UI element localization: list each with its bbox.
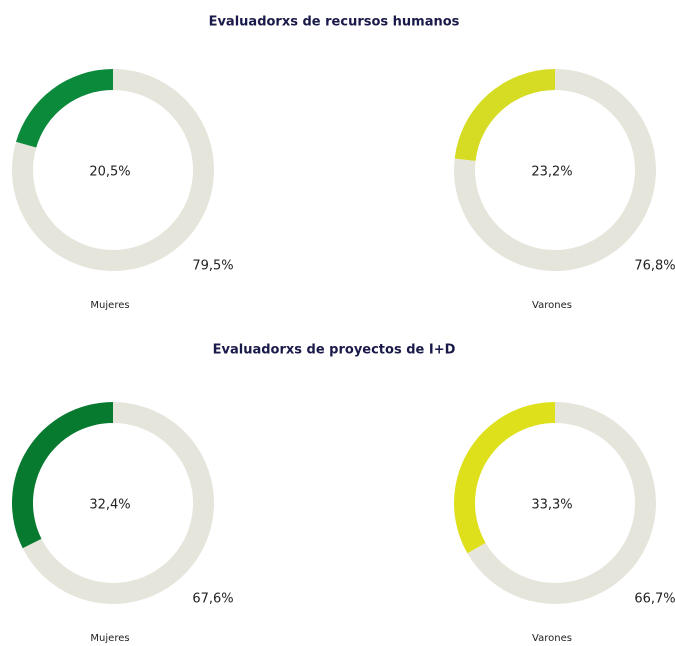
- value-label: 66,7%: [634, 592, 675, 607]
- value-label: 23,2%: [531, 165, 572, 180]
- donut-segment: [12, 402, 114, 549]
- value-label: 32,4%: [89, 498, 130, 513]
- value-label: 33,3%: [531, 498, 572, 513]
- value-label: 67,6%: [192, 592, 233, 607]
- value-label: 76,8%: [634, 259, 675, 274]
- value-label: 79,5%: [192, 259, 233, 274]
- value-label: 20,5%: [89, 165, 130, 180]
- category-label: Mujeres: [90, 300, 129, 311]
- donut-segment: [16, 69, 113, 148]
- section-title: Evaluadorxs de recursos humanos: [209, 15, 460, 30]
- donut-segment: [453, 402, 555, 554]
- donut-segment: [454, 69, 555, 161]
- category-label: Varones: [532, 633, 572, 644]
- section-title: Evaluadorxs de proyectos de I+D: [213, 343, 456, 358]
- category-label: Varones: [532, 300, 572, 311]
- category-label: Mujeres: [90, 633, 129, 644]
